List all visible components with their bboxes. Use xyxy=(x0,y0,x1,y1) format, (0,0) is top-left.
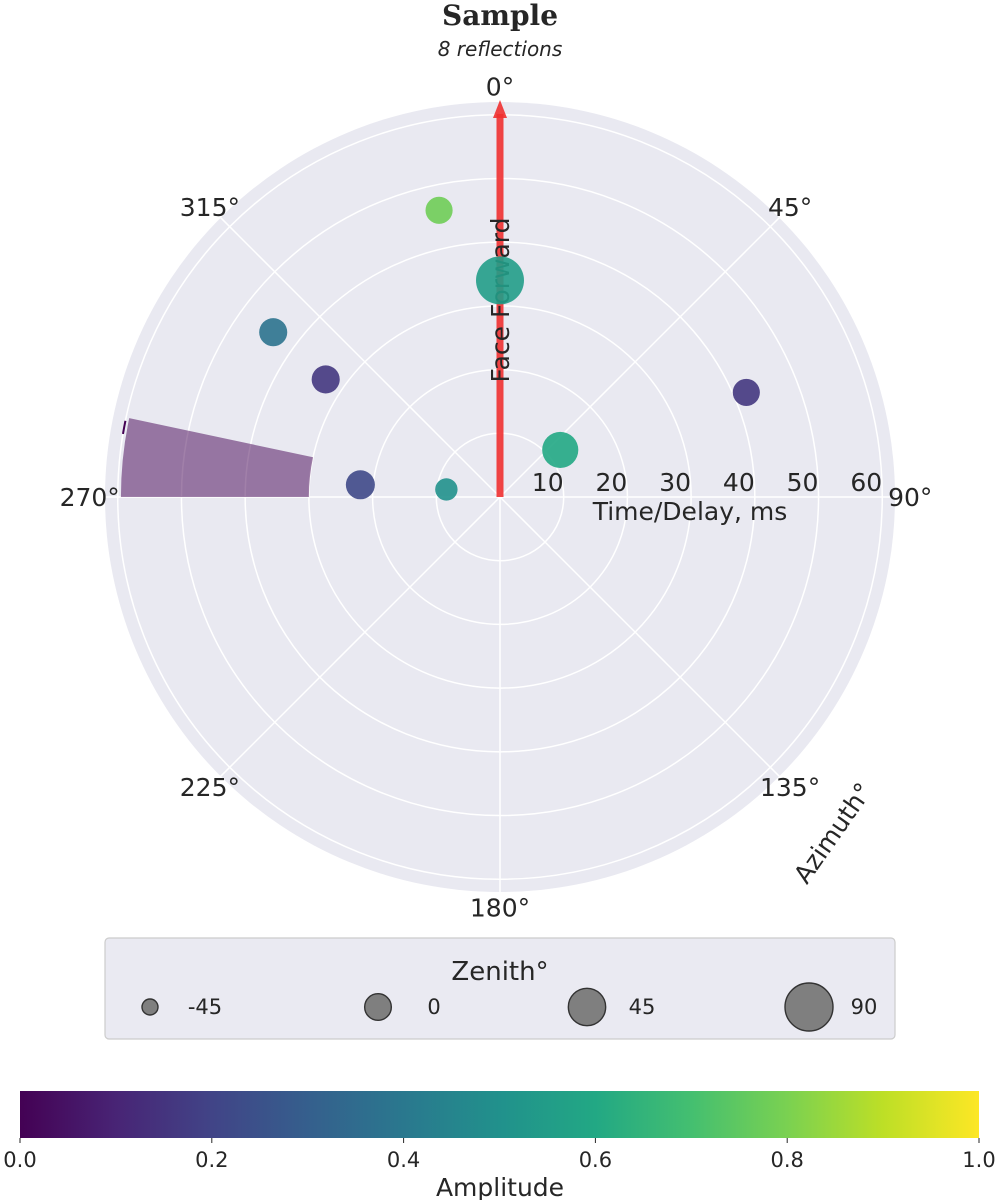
colorbar-tick-label-2: 0.4 xyxy=(387,1148,420,1172)
reflection-wedge-layer xyxy=(120,418,314,497)
colorbar-gradient xyxy=(20,1091,979,1138)
reflection-point-5 xyxy=(345,470,375,500)
reflection-point-2 xyxy=(425,196,453,224)
theta-tick-label-90: 90° xyxy=(888,483,932,512)
legend-marker-2 xyxy=(363,992,393,1022)
theta-tick-label-45: 45° xyxy=(768,193,812,222)
legend-label-4: 90 xyxy=(851,995,878,1019)
grid-spoke-225 xyxy=(220,496,501,777)
legend-marker-3 xyxy=(567,987,607,1027)
legend-box xyxy=(104,937,896,1040)
theta-tick-label-0: 0° xyxy=(486,73,514,102)
colorbar-label: Amplitude xyxy=(436,1173,564,1200)
r-tick-label-50: 50 xyxy=(787,468,819,497)
r-tick-label-30: 30 xyxy=(659,468,691,497)
chart-title: Sample xyxy=(442,0,558,32)
reflection-needle xyxy=(121,420,127,435)
chart-subtitle: 8 reflections xyxy=(438,37,563,61)
reflection-point-7 xyxy=(732,378,760,407)
r-tick-label-20: 20 xyxy=(596,468,628,497)
reflection-point-1 xyxy=(476,256,524,305)
legend-marker-1 xyxy=(141,998,159,1016)
theta-tick-label-270: 270° xyxy=(60,483,120,512)
theta-tick-label-180: 180° xyxy=(470,893,530,922)
reflection-wedge xyxy=(120,418,314,497)
r-tick-label-10: 10 xyxy=(532,468,564,497)
r-axis-label: Time/Delay, ms xyxy=(592,497,788,526)
reflection-point-6 xyxy=(435,478,458,501)
amplitude-colorbar: 0.0 0.2 0.4 0.6 0.8 1.0 Amplitude xyxy=(3,1091,996,1200)
colorbar-tick-label-1: 0.2 xyxy=(195,1148,228,1172)
grid-spoke-135 xyxy=(499,496,780,777)
theta-tick-label-315: 315° xyxy=(180,193,240,222)
reflection-point-4 xyxy=(311,365,340,394)
r-tick-label-60: 60 xyxy=(850,468,882,497)
legend-marker-4 xyxy=(784,982,834,1032)
reflection-point-3 xyxy=(259,318,288,347)
legend-title: Zenith° xyxy=(451,957,548,987)
theta-tick-label-135: 135° xyxy=(760,773,820,802)
colorbar-ticks: 0.0 0.2 0.4 0.6 0.8 1.0 xyxy=(3,1138,996,1172)
reflection-point-8 xyxy=(542,431,579,469)
zenith-legend: Zenith° -45 0 45 90 xyxy=(104,937,896,1040)
legend-label-3: 45 xyxy=(629,995,656,1019)
grid-spoke-315 xyxy=(220,217,501,498)
theta-tick-label-225: 225° xyxy=(180,773,240,802)
legend-entries: -45 0 45 90 xyxy=(141,982,878,1032)
legend-label-1: -45 xyxy=(188,995,222,1019)
colorbar-tick-label-0: 0.0 xyxy=(3,1148,36,1172)
reflection-points xyxy=(259,196,760,501)
colorbar-tick-label-4: 0.8 xyxy=(770,1148,803,1172)
face-forward-arrowhead xyxy=(493,100,507,118)
legend-label-2: 0 xyxy=(427,995,440,1019)
r-tick-label-40: 40 xyxy=(723,468,755,497)
colorbar-tick-label-3: 0.6 xyxy=(579,1148,612,1172)
colorbar-tick-label-5: 1.0 xyxy=(962,1148,995,1172)
